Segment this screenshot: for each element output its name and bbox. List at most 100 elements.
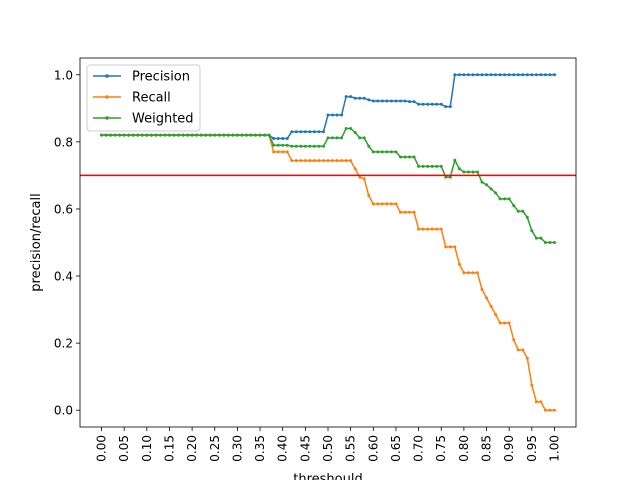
legend-label-recall: Recall xyxy=(132,91,171,106)
data-point-weighted xyxy=(244,133,248,137)
data-point-precision xyxy=(385,99,389,103)
data-point-recall xyxy=(398,210,402,214)
legend-item-recall: Recall xyxy=(93,91,171,106)
data-point-weighted xyxy=(335,136,339,140)
data-point-recall xyxy=(353,167,357,171)
data-point-weighted xyxy=(181,133,185,137)
data-point-recall xyxy=(466,271,470,275)
data-point-recall xyxy=(321,159,325,163)
data-point-weighted xyxy=(530,229,534,233)
series-layer xyxy=(100,73,556,412)
data-point-weighted xyxy=(389,150,393,154)
data-point-weighted xyxy=(448,175,452,179)
data-point-precision xyxy=(471,73,475,77)
data-point-weighted xyxy=(127,133,131,137)
data-point-recall xyxy=(290,159,294,163)
data-point-recall xyxy=(453,245,457,249)
data-point-weighted xyxy=(525,215,529,219)
data-point-recall xyxy=(480,287,484,291)
data-point-weighted xyxy=(326,136,330,140)
x-tick-label: 0.75 xyxy=(434,435,448,462)
data-point-weighted xyxy=(480,180,484,184)
data-point-precision xyxy=(430,102,434,106)
x-tick-label: 0.25 xyxy=(208,435,222,462)
data-point-precision xyxy=(448,105,452,109)
data-point-weighted xyxy=(543,241,547,244)
data-point-recall xyxy=(417,227,421,231)
data-point-weighted xyxy=(122,133,126,137)
data-point-recall xyxy=(308,159,312,163)
data-point-weighted xyxy=(367,144,371,148)
data-point-weighted xyxy=(340,136,344,140)
data-point-recall xyxy=(367,194,371,198)
data-point-weighted xyxy=(507,197,511,201)
data-point-precision xyxy=(444,105,448,109)
x-tick-label: 0.95 xyxy=(525,435,539,462)
data-point-precision xyxy=(317,130,321,134)
data-point-recall xyxy=(276,150,280,154)
data-point-weighted xyxy=(439,164,443,168)
data-point-precision xyxy=(281,137,285,141)
data-point-weighted xyxy=(494,191,498,195)
data-point-precision xyxy=(362,96,366,100)
data-point-recall xyxy=(340,159,344,163)
data-point-recall xyxy=(448,245,452,249)
data-point-weighted xyxy=(362,136,366,140)
x-tick-label: 0.85 xyxy=(480,435,494,462)
data-point-weighted xyxy=(358,136,362,140)
data-point-recall xyxy=(380,202,384,206)
data-point-recall xyxy=(389,202,393,206)
data-point-weighted xyxy=(534,236,538,240)
data-point-weighted xyxy=(222,133,226,137)
data-point-precision xyxy=(485,73,489,77)
data-point-weighted xyxy=(158,133,162,137)
data-point-weighted xyxy=(136,133,140,137)
data-point-weighted xyxy=(498,197,502,201)
data-point-recall xyxy=(344,159,348,163)
data-point-precision xyxy=(312,130,316,134)
data-point-recall xyxy=(543,408,547,412)
data-point-recall xyxy=(299,159,303,163)
data-point-weighted xyxy=(249,133,253,137)
x-tick-label: 0.50 xyxy=(321,435,335,462)
data-point-weighted xyxy=(457,167,461,171)
x-tick-label: 0.90 xyxy=(502,435,516,462)
data-point-recall xyxy=(548,408,552,412)
data-point-precision xyxy=(272,137,276,141)
data-point-precision xyxy=(403,99,407,103)
data-point-precision xyxy=(521,73,525,77)
data-point-recall xyxy=(331,159,335,163)
data-point-recall xyxy=(457,262,461,266)
data-point-precision xyxy=(494,73,498,77)
x-tick-label: 0.30 xyxy=(230,435,244,462)
data-point-recall xyxy=(408,210,412,214)
data-point-precision xyxy=(462,73,466,77)
data-point-precision xyxy=(453,73,457,77)
series-line-recall xyxy=(101,134,555,411)
data-point-recall xyxy=(521,348,525,352)
data-point-recall xyxy=(503,321,507,325)
data-point-weighted xyxy=(380,150,384,154)
data-point-weighted xyxy=(349,126,353,130)
data-point-weighted xyxy=(154,133,158,137)
data-point-recall xyxy=(294,159,298,163)
data-point-weighted xyxy=(398,155,402,159)
data-point-precision xyxy=(489,73,493,77)
data-point-precision xyxy=(380,99,384,103)
data-point-recall xyxy=(426,227,430,231)
data-point-precision xyxy=(376,99,380,103)
data-point-weighted xyxy=(426,164,430,168)
x-tick-label: 0.15 xyxy=(162,435,176,462)
data-point-weighted xyxy=(208,133,212,137)
data-point-weighted xyxy=(109,133,113,137)
data-point-weighted xyxy=(503,197,507,201)
data-point-weighted xyxy=(272,143,276,147)
data-point-weighted xyxy=(321,144,325,148)
legend-label-precision: Precision xyxy=(132,70,190,85)
data-point-recall xyxy=(516,348,520,352)
data-point-precision xyxy=(344,95,348,99)
y-tick-label: 0.0 xyxy=(54,404,73,418)
data-point-weighted xyxy=(485,183,489,187)
data-point-recall xyxy=(439,227,443,231)
